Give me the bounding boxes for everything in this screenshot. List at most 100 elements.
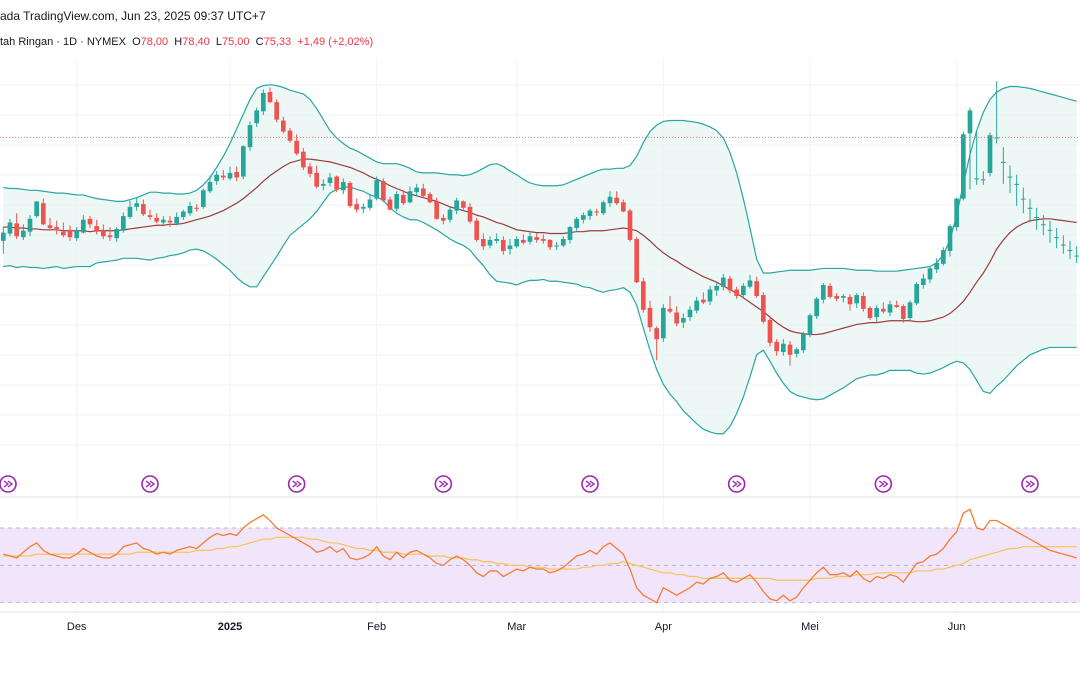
- candle-body: [41, 203, 46, 225]
- candlestick-series: [1, 81, 1079, 366]
- candle-body: [1, 232, 6, 241]
- candle-body: [627, 210, 633, 240]
- candle-body: [234, 171, 239, 178]
- candle-body: [201, 190, 206, 207]
- candle-body: [527, 236, 533, 242]
- candle-body: [847, 296, 853, 305]
- candle-body: [407, 191, 413, 203]
- event-arrow-glyph: [878, 480, 889, 488]
- economic-event-icon[interactable]: [874, 475, 893, 493]
- candle-body: [434, 201, 439, 219]
- candle-body: [834, 295, 839, 299]
- symbol-label[interactable]: tah Ringan · 1D · NYMEX: [0, 36, 126, 48]
- candle-body: [674, 312, 679, 324]
- candle-body: [714, 285, 719, 291]
- candle-body: [487, 239, 493, 246]
- candle-body: [7, 222, 13, 234]
- candle-body: [801, 333, 806, 351]
- candle-body: [707, 289, 713, 302]
- candle-body: [727, 278, 733, 291]
- candle-body: [314, 172, 319, 187]
- x-tick-label: Mar: [507, 621, 526, 633]
- candle-body: [261, 92, 266, 112]
- x-tick-label: Jun: [948, 621, 966, 633]
- candle-body: [414, 187, 419, 193]
- candle-body: [447, 209, 453, 220]
- candle-body: [787, 344, 793, 355]
- close-label: C: [255, 36, 264, 48]
- candle-body: [821, 284, 826, 300]
- candle-body: [841, 295, 846, 298]
- chart-header: ada TradingView.com, Jun 23, 2025 09:37 …: [0, 0, 1080, 60]
- candle-body: [554, 245, 559, 247]
- candle-body: [894, 305, 899, 307]
- candle-body: [667, 308, 673, 312]
- candle-body: [107, 235, 113, 238]
- economic-event-icon[interactable]: [581, 475, 599, 493]
- candle-body: [901, 306, 906, 319]
- candle-body: [501, 239, 506, 251]
- candle-body: [781, 343, 786, 353]
- economic-event-icon[interactable]: [727, 475, 746, 493]
- candle-body: [294, 140, 299, 154]
- candle-body: [307, 166, 313, 174]
- candle-body: [1001, 161, 1006, 163]
- candle-body: [147, 215, 153, 217]
- candle-body: [981, 179, 986, 181]
- candle-body: [454, 200, 459, 211]
- candle-body: [934, 262, 939, 270]
- candle-body: [374, 180, 379, 199]
- low-label: L: [215, 36, 223, 48]
- economic-event-icon[interactable]: [287, 475, 306, 493]
- candle-body: [87, 218, 93, 225]
- candle-body: [1007, 176, 1013, 178]
- candle-body: [661, 307, 666, 339]
- candle-body: [534, 237, 539, 240]
- candle-body: [127, 206, 133, 217]
- candle-body: [54, 227, 59, 229]
- economic-event-icon[interactable]: [0, 475, 17, 493]
- candle-body: [1061, 244, 1066, 246]
- event-markers: [0, 475, 1039, 493]
- close-value: 75,33: [263, 36, 292, 48]
- economic-event-icon[interactable]: [141, 475, 159, 493]
- candle-body: [181, 211, 186, 217]
- candle-body: [101, 229, 106, 237]
- economic-event-icon[interactable]: [1021, 475, 1039, 493]
- candle-body: [774, 341, 779, 352]
- low-value: 75,00: [222, 36, 250, 48]
- change-value: +1,49 (+2,02%): [297, 36, 374, 48]
- candle-body: [561, 239, 566, 246]
- candle-body: [807, 315, 813, 335]
- bollinger-basis-line: [3, 158, 1077, 336]
- candle-body: [741, 285, 746, 296]
- candle-body: [647, 307, 653, 328]
- candle-body: [61, 231, 66, 236]
- candle-body: [194, 207, 199, 209]
- candle-body: [654, 328, 659, 340]
- candle-body: [281, 120, 286, 132]
- candle-body: [827, 285, 833, 297]
- candle-body: [861, 295, 866, 309]
- candle-body: [341, 182, 346, 191]
- candle-body: [1027, 207, 1033, 209]
- candle-body: [814, 298, 819, 317]
- candle-body: [381, 181, 386, 201]
- candle-body: [67, 229, 73, 238]
- candle-body: [621, 202, 626, 212]
- candle-body: [874, 307, 879, 318]
- candle-body: [114, 228, 119, 239]
- bollinger-fill-area: [3, 84, 1077, 434]
- candle-body: [854, 295, 859, 304]
- bollinger-band-lines: [3, 84, 1077, 435]
- candle-body: [247, 125, 253, 148]
- x-tick-label: 2025: [218, 621, 242, 633]
- candle-body: [567, 227, 573, 240]
- candle-body: [521, 239, 526, 243]
- candle-body: [547, 239, 553, 248]
- candle-body: [914, 284, 919, 304]
- economic-event-icon[interactable]: [434, 475, 453, 493]
- event-arrow-glyph: [292, 480, 302, 488]
- candle-body: [421, 188, 426, 196]
